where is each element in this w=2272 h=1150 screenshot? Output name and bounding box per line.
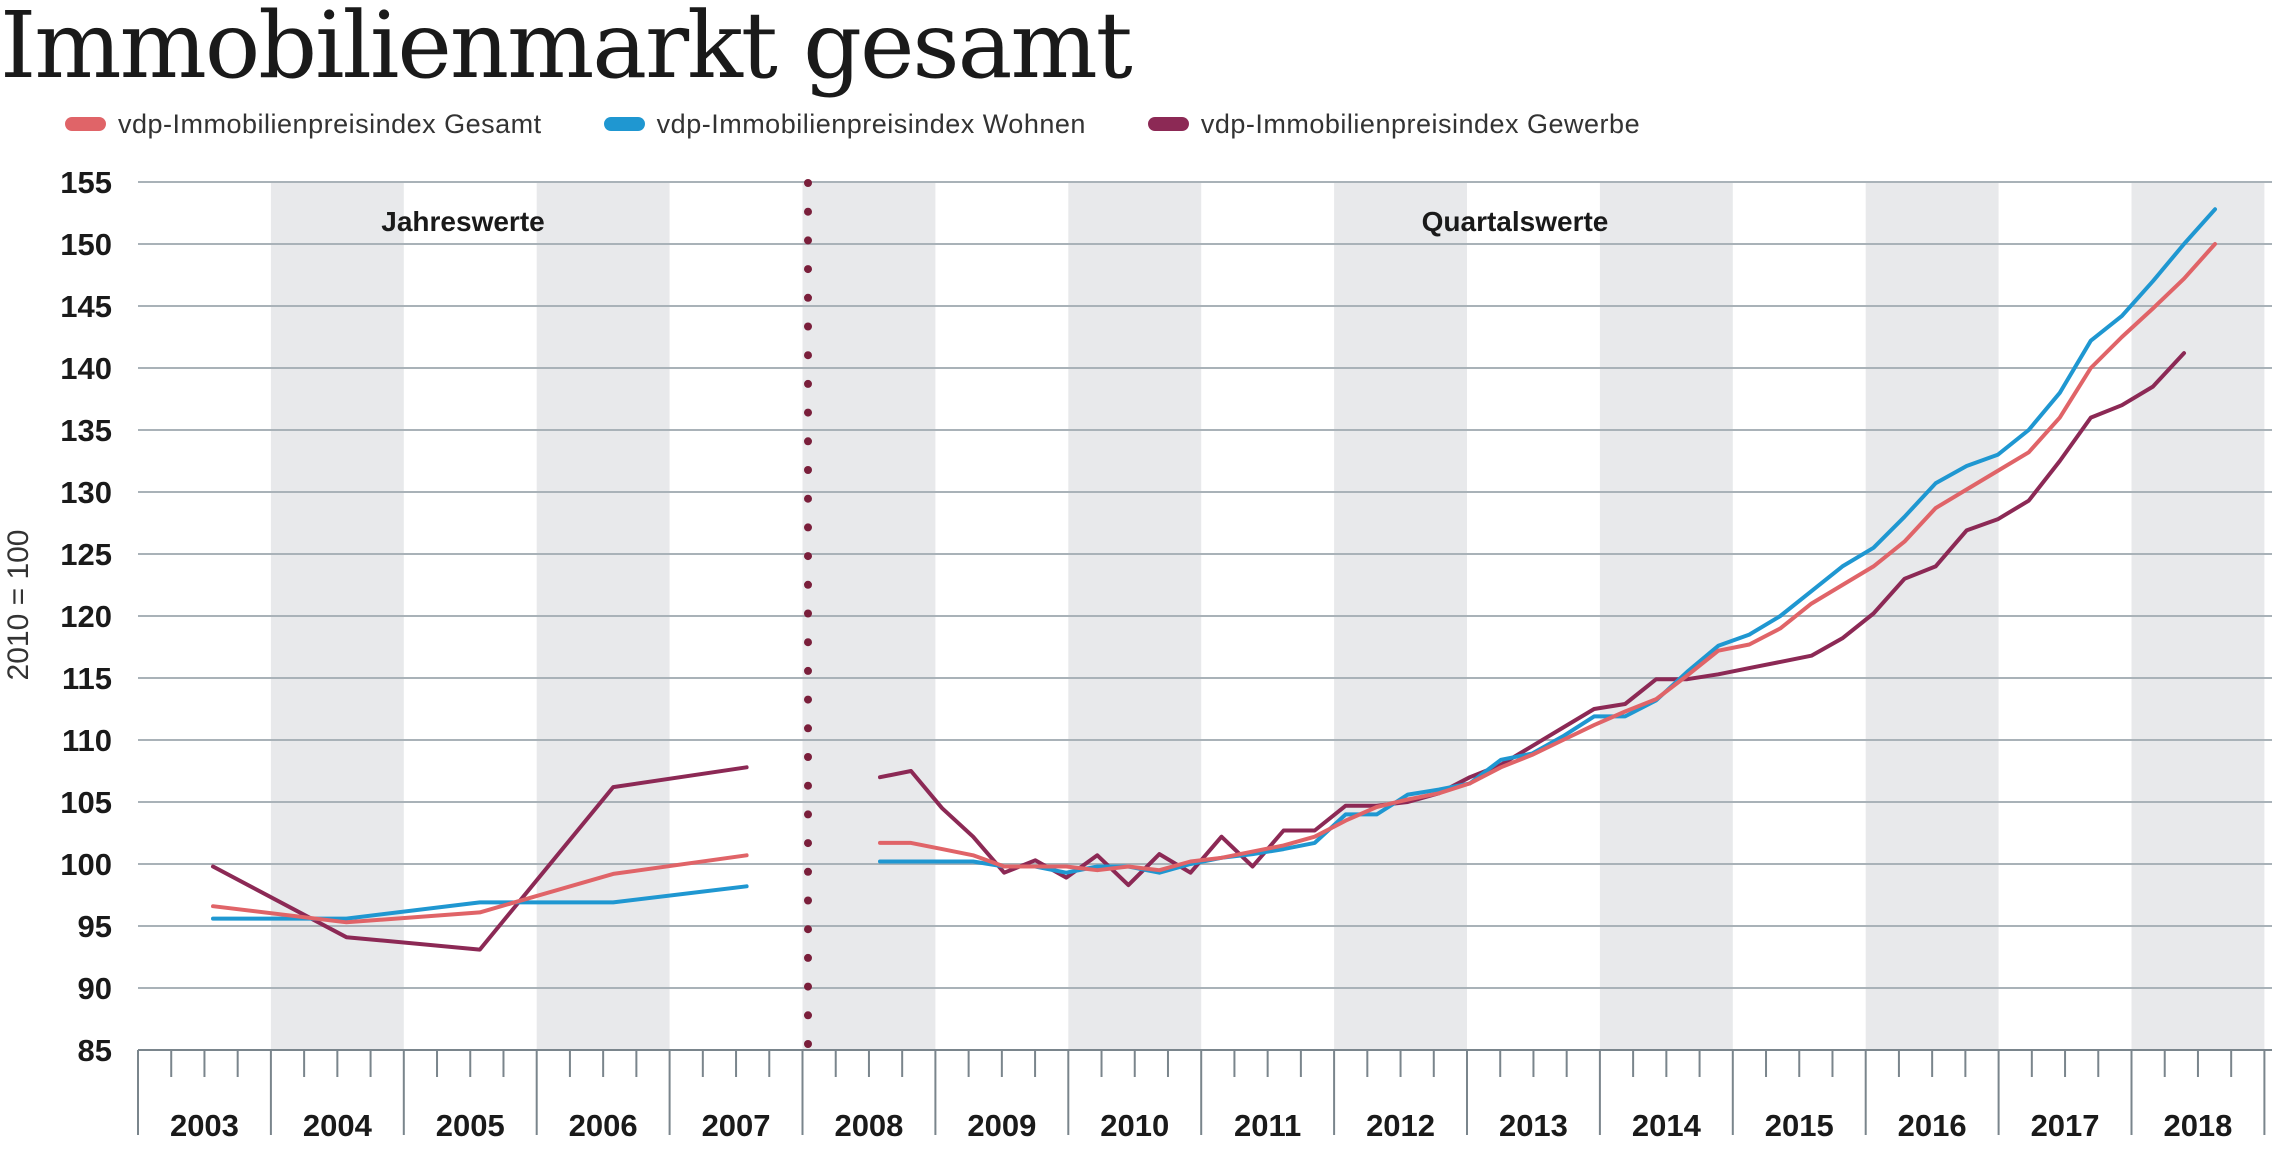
divider-dot [804,322,812,331]
divider-dot [804,638,812,647]
series-line-quarterly-gesamt [878,242,2217,873]
x-tick-label-2005: 2005 [436,1108,505,1143]
divider-dot [804,466,812,474]
legend-item-gesamt: vdp-Immobilienpreisindex Gesamt [65,109,542,140]
legend-label-gewerbe: vdp-Immobilienpreisindex Gewerbe [1200,108,1641,139]
divider-dot [804,839,812,848]
y-tick-label-130: 130 [60,475,112,510]
divider-dot [804,724,812,733]
x-tick-label-2004: 2004 [303,1108,373,1143]
x-tick-label-2009: 2009 [967,1108,1036,1143]
divider-dot [804,580,812,589]
x-tick-label-2007: 2007 [702,1108,771,1143]
chart-title: Immobilienmarkt gesamt [0,0,1133,99]
divider-dot [804,552,812,561]
legend-swatch-gesamt [65,117,106,131]
y-tick-label-110: 110 [62,723,112,758]
legend-swatch-gewerbe [1147,117,1189,131]
series-line-annual-gewerbe [211,765,749,952]
y-tick-label-100: 100 [60,847,112,882]
divider-dot [804,953,812,962]
y-tick-label-90: 90 [78,971,112,1006]
x-tick-label-2015: 2015 [1765,1108,1834,1143]
divider-dot [804,494,812,503]
legend-label-wohnen: vdp-Immobilienpreisindex Wohnen [656,108,1086,139]
y-tick-label-85: 85 [78,1033,112,1068]
legend-label-gesamt: vdp-Immobilienpreisindex Gesamt [118,108,542,139]
y-tick-label-140: 140 [60,351,112,386]
y-axis-label: 2010 = 100 [2,530,35,681]
x-tick-label-2016: 2016 [1898,1108,1967,1143]
divider-dot [804,810,812,819]
y-tick-label-125: 125 [60,537,112,572]
y-tick-label-105: 105 [60,785,112,820]
x-tick-label-2014: 2014 [1632,1108,1702,1143]
legend-item-wohnen: vdp-Immobilienpreisindex Wohnen [603,108,1086,140]
divider-dot [804,982,812,991]
divider-dot [804,236,812,245]
y-tick-label-120: 120 [60,599,112,634]
section-label-annual: Jahreswerte [381,206,544,237]
x-tick-label-2003: 2003 [170,1108,239,1143]
section-label-quarterly: Quartalswerte [1422,206,1609,237]
y-tick-label-150: 150 [60,227,112,262]
divider-dot [804,609,812,618]
divider-dot [804,666,812,675]
x-tick-label-2006: 2006 [569,1108,638,1143]
divider-dot [804,207,812,216]
divider-dot [804,265,812,274]
series-line-quarterly-gewerbe [878,351,2186,888]
x-tick-label-2017: 2017 [2031,1108,2100,1143]
legend-item-gewerbe: vdp-Immobilienpreisindex Gewerbe [1147,108,1641,140]
x-tick-label-2012: 2012 [1366,1108,1435,1143]
divider-dot [804,781,812,790]
divider-dot [804,408,812,417]
divider-dot [804,179,812,187]
divider-dot [804,1011,812,1020]
divider-dot [804,1040,812,1048]
x-tick-label-2008: 2008 [834,1108,903,1143]
divider-dot [804,925,812,934]
y-tick-label-145: 145 [60,289,112,324]
x-tick-label-2010: 2010 [1100,1108,1169,1143]
divider-dot [804,753,812,761]
divider-dot [804,379,812,388]
legend-swatch-wohnen [603,117,645,131]
divider-dot [804,695,812,704]
x-tick-label-2011: 2011 [1234,1108,1301,1143]
y-tick-label-135: 135 [60,413,112,448]
y-tick-label-95: 95 [78,909,112,944]
series-line-annual-gesamt [211,853,749,925]
divider-dot [804,437,812,446]
series-line-quarterly-wohnen [878,207,2217,875]
x-tick-label-2013: 2013 [1499,1108,1568,1143]
legend: vdp-Immobilienpreisindex Gesamt vdp-Immo… [65,104,1702,144]
x-tick-label-2018: 2018 [2163,1108,2232,1143]
y-tick-label-115: 115 [62,661,112,696]
divider-dot [804,293,812,302]
divider-dot [804,351,812,360]
divider-dot [804,867,812,876]
y-tick-label-155: 155 [60,165,112,200]
divider-dot [804,896,812,905]
divider-dot [804,523,812,532]
